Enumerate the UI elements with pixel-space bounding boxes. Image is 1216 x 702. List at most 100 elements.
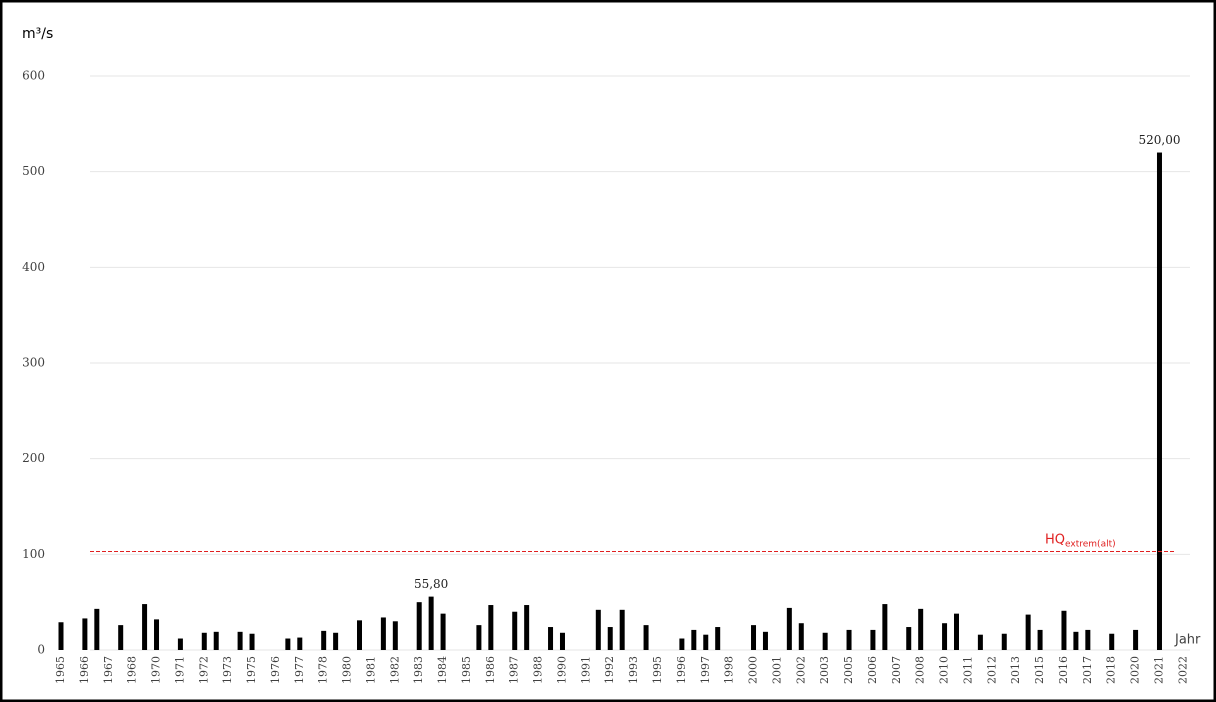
x-tick-label: 2010	[938, 656, 951, 684]
bar	[1001, 633, 1007, 650]
bar	[440, 613, 446, 650]
x-tick-label: 1998	[723, 656, 736, 684]
y-tick-label: 200	[22, 451, 45, 465]
value-label: 55,80	[414, 577, 448, 591]
bar	[392, 621, 398, 650]
bar	[870, 629, 876, 650]
bar	[58, 622, 64, 650]
bar	[1037, 629, 1043, 650]
bar	[94, 608, 100, 650]
x-tick-label: 1971	[173, 656, 186, 684]
x-tick-label: 2015	[1033, 656, 1046, 684]
bar	[751, 625, 757, 650]
bar	[977, 634, 983, 650]
bar	[619, 609, 625, 650]
bar	[846, 629, 852, 650]
x-tick-label: 2017	[1081, 656, 1094, 684]
x-tick-label: 1978	[317, 656, 330, 684]
x-tick-label: 2012	[985, 656, 998, 684]
bar	[285, 638, 291, 650]
bar	[679, 638, 685, 650]
value-label: 520,00	[1138, 133, 1180, 147]
x-tick-label: 2000	[747, 656, 760, 684]
y-axis-label: m³/s	[22, 26, 53, 42]
x-tick-label: 1973	[221, 656, 234, 684]
y-tick-label: 500	[22, 164, 45, 178]
bar	[1133, 629, 1139, 650]
x-tick-label: 1983	[412, 656, 425, 684]
x-tick-label: 1995	[651, 656, 664, 684]
bar	[333, 632, 339, 650]
x-tick-label: 2016	[1057, 656, 1070, 684]
bar	[237, 631, 243, 650]
bar	[1061, 610, 1067, 650]
bar	[1073, 631, 1079, 650]
bar	[548, 627, 554, 650]
bar	[82, 618, 88, 650]
bar	[643, 625, 649, 650]
x-tick-label: 2011	[961, 656, 974, 684]
bar	[691, 629, 697, 650]
bar	[607, 627, 613, 650]
reference-label: HQextrem(alt)	[1045, 532, 1116, 549]
bar	[416, 602, 422, 650]
x-tick-label: 1987	[508, 656, 521, 684]
bar	[357, 620, 362, 650]
y-tick-label: 100	[22, 547, 45, 561]
bar	[428, 596, 434, 650]
x-tick-label: 1993	[627, 656, 640, 684]
x-tick-label: 2007	[890, 656, 903, 684]
bar	[488, 605, 494, 650]
bar	[1156, 152, 1162, 651]
x-tick-label: 1975	[245, 656, 258, 684]
x-tick-label: 1996	[675, 656, 688, 684]
x-tick-label: 2003	[818, 656, 831, 684]
x-tick-label: 2020	[1129, 656, 1142, 684]
bar	[380, 617, 386, 650]
x-tick-label: 1968	[126, 656, 139, 684]
x-tick-label: 2022	[1176, 656, 1189, 684]
bar	[142, 604, 148, 650]
x-tick-label: 2002	[794, 656, 807, 684]
x-tick-label: 2013	[1009, 656, 1022, 684]
x-tick-label: 2005	[842, 656, 855, 684]
x-tick-label: 1980	[341, 656, 354, 684]
x-tick-label: 1966	[78, 656, 91, 684]
y-tick-label: 400	[22, 260, 45, 274]
bar	[918, 608, 924, 650]
bar	[512, 611, 518, 650]
bar	[1025, 614, 1031, 650]
reference-label-main: HQ	[1045, 532, 1065, 547]
bar	[906, 627, 912, 650]
bar	[297, 637, 303, 650]
x-tick-label: 1985	[460, 656, 473, 684]
x-tick-label: 2008	[914, 656, 927, 684]
x-tick-label: 1986	[484, 656, 497, 684]
bar	[1085, 629, 1091, 650]
bar	[798, 623, 804, 650]
y-tick-label: 0	[37, 643, 45, 657]
x-tick-label: 1976	[269, 656, 282, 684]
bar	[703, 634, 709, 650]
x-tick-label: 1988	[532, 656, 545, 684]
x-tick-label: 1970	[150, 656, 163, 684]
bar	[321, 630, 327, 650]
bar	[822, 632, 828, 650]
bar	[524, 605, 530, 650]
bar	[249, 633, 255, 650]
bar	[942, 623, 948, 650]
x-tick-label: 2018	[1105, 656, 1118, 684]
bar	[154, 619, 160, 650]
x-tick-label: 2001	[770, 656, 783, 684]
bar	[1109, 633, 1115, 650]
x-tick-label: 1977	[293, 656, 306, 684]
bar	[476, 625, 482, 650]
x-tick-label: 1984	[436, 656, 449, 684]
x-tick-label: 1965	[54, 656, 67, 684]
x-tick-label: 1991	[579, 656, 592, 684]
bar	[177, 638, 183, 650]
bar	[118, 625, 124, 650]
bar	[762, 631, 768, 650]
